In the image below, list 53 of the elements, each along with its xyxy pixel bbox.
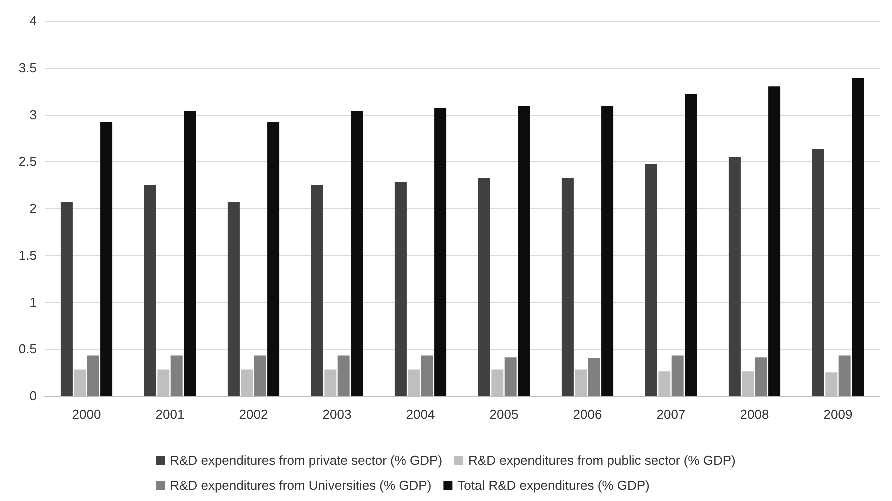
y-tick-label: 2.5 [18, 154, 37, 170]
bar [504, 358, 517, 396]
bar [394, 182, 407, 396]
bar [685, 94, 698, 396]
bar [421, 356, 434, 396]
bar [852, 78, 864, 396]
y-tick-label: 2 [30, 201, 37, 216]
bar [672, 356, 684, 396]
bar [254, 356, 266, 396]
bar [170, 356, 183, 396]
x-tick-label: 2006 [573, 407, 602, 422]
y-tick-label: 0.5 [18, 342, 37, 357]
bar [100, 122, 113, 396]
bar [838, 356, 851, 396]
bar [338, 356, 350, 396]
bar [228, 202, 240, 396]
legend-label: R&D expenditures from public sector (% GDP) [468, 453, 736, 468]
bar [87, 356, 100, 396]
y-tick-label: 1 [30, 294, 37, 310]
bar [518, 106, 530, 396]
bar [351, 111, 364, 396]
x-tick-label: 2002 [239, 407, 268, 422]
x-tick-label: 2001 [156, 407, 185, 422]
bar [588, 358, 600, 396]
y-tick-label: 3.5 [18, 60, 37, 76]
x-tick-label: 2003 [322, 407, 352, 422]
y-tick-label: 4 [30, 14, 37, 28]
x-tick-label: 2007 [656, 407, 686, 422]
x-tick-label: 2009 [824, 407, 853, 422]
bar [812, 149, 824, 396]
y-tick-label: 3 [30, 107, 37, 122]
bar [645, 164, 658, 396]
bar [478, 178, 490, 396]
bar [562, 178, 574, 396]
bar [434, 108, 447, 396]
y-tick-label: 1.5 [18, 248, 37, 263]
bar [144, 185, 156, 396]
bar [768, 86, 781, 396]
y-tick-label: 0 [30, 388, 37, 404]
x-tick-label: 2000 [72, 407, 102, 422]
bar [60, 202, 73, 396]
bar [755, 358, 768, 396]
bar [268, 122, 280, 396]
bar [602, 106, 614, 396]
bar [184, 111, 196, 396]
x-tick-label: 2008 [740, 407, 770, 422]
bar [728, 156, 741, 396]
legend-label: R&D expenditures from Universities (% GDP) [170, 478, 432, 493]
legend-label: Total R&D expenditures (% GDP) [458, 478, 650, 493]
x-tick-label: 2005 [490, 407, 519, 422]
legend-label: R&D expenditures from private sector (% GDP) [170, 453, 443, 468]
bar [311, 185, 324, 396]
x-tick-label: 2004 [406, 407, 436, 422]
